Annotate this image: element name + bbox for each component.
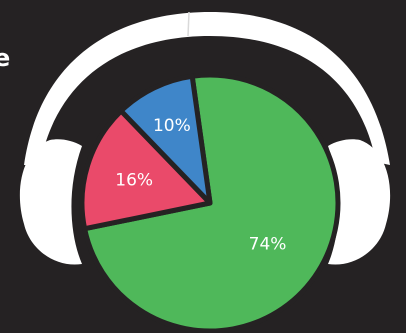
slice-label-10: 10% [153,116,191,136]
pie-slices [79,72,341,333]
slice-label-74: 74% [249,235,287,255]
headband [24,12,390,165]
headphones-icon [19,11,391,265]
pie-slice-10 [118,73,213,206]
left-earcup [19,139,83,265]
slice-label-16: 16% [115,171,153,191]
headband-seam [187,11,190,37]
pie-labels: 74% 16% 10% [115,116,286,255]
right-earcup [328,139,391,265]
pie-slice-16 [79,108,213,232]
truncated-title-text: e [0,44,11,72]
